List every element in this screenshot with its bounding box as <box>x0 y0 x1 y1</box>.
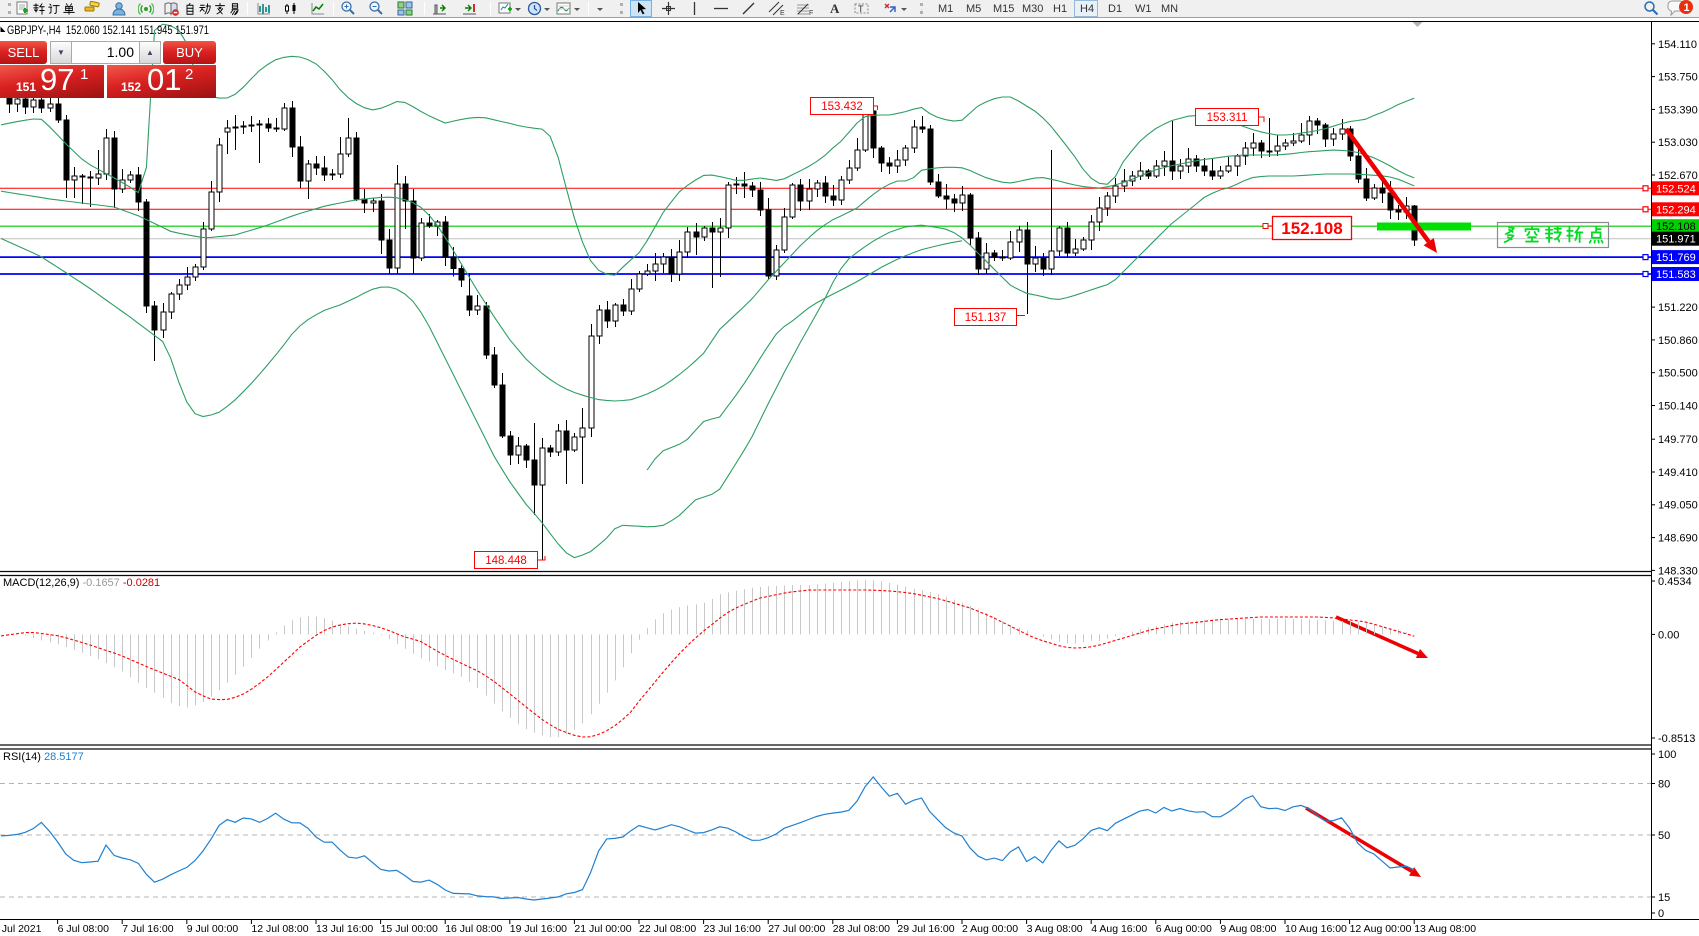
svg-text:149.050: 149.050 <box>1658 500 1698 512</box>
svg-text:7 Jul 16:00: 7 Jul 16:00 <box>122 923 174 935</box>
svg-text:80: 80 <box>1658 779 1670 791</box>
svg-text:149.770: 149.770 <box>1658 434 1698 446</box>
svg-text:E: E <box>780 10 785 16</box>
svg-text:152.524: 152.524 <box>1656 183 1696 195</box>
svg-text:152.108: 152.108 <box>1656 221 1696 233</box>
svg-text:150.860: 150.860 <box>1658 335 1698 347</box>
svg-text:12 Aug 00:00: 12 Aug 00:00 <box>1350 923 1412 935</box>
svg-text:151.769: 151.769 <box>1656 252 1696 264</box>
svg-text:153.311: 153.311 <box>1207 112 1248 124</box>
svg-text:13 Aug 08:00: 13 Aug 08:00 <box>1414 923 1476 935</box>
svg-text:21 Jul 00:00: 21 Jul 00:00 <box>574 923 631 935</box>
svg-text:13 Jul 16:00: 13 Jul 16:00 <box>316 923 373 935</box>
svg-text:152.108: 152.108 <box>1281 219 1342 238</box>
svg-text:6 Aug 00:00: 6 Aug 00:00 <box>1156 923 1212 935</box>
svg-text:153.750: 153.750 <box>1658 72 1698 84</box>
svg-text:0.4534: 0.4534 <box>1658 576 1692 588</box>
svg-text:153.390: 153.390 <box>1658 104 1698 116</box>
svg-text:6 Jul 08:00: 6 Jul 08:00 <box>58 923 110 935</box>
svg-text:100: 100 <box>1658 749 1676 761</box>
svg-text:28 Jul 08:00: 28 Jul 08:00 <box>833 923 890 935</box>
svg-text:27 Jul 00:00: 27 Jul 00:00 <box>768 923 825 935</box>
svg-text:16 Jul 08:00: 16 Jul 08:00 <box>445 923 502 935</box>
svg-text:152.670: 152.670 <box>1658 170 1698 182</box>
svg-text:153.030: 153.030 <box>1658 137 1698 149</box>
svg-text:151.220: 151.220 <box>1658 302 1698 314</box>
svg-text:151.583: 151.583 <box>1656 269 1696 281</box>
svg-text:150.140: 150.140 <box>1658 400 1698 412</box>
svg-text:148.330: 148.330 <box>1658 565 1698 577</box>
svg-text:0.00: 0.00 <box>1658 629 1679 641</box>
svg-text:15 Jul 00:00: 15 Jul 00:00 <box>381 923 438 935</box>
svg-text:GBPJPY-,H4 152.060 152.141 15: GBPJPY-,H4 152.060 152.141 151.945 151.9… <box>7 23 209 37</box>
svg-text:10 Aug 16:00: 10 Aug 16:00 <box>1285 923 1347 935</box>
svg-text:12 Jul 08:00: 12 Jul 08:00 <box>251 923 308 935</box>
svg-text:50: 50 <box>1658 830 1670 842</box>
svg-text:148.690: 148.690 <box>1658 533 1698 545</box>
svg-text:22 Jul 08:00: 22 Jul 08:00 <box>639 923 696 935</box>
svg-text:153.432: 153.432 <box>821 101 863 113</box>
svg-text:23 Jul 16:00: 23 Jul 16:00 <box>704 923 761 935</box>
svg-text:151.137: 151.137 <box>965 312 1007 324</box>
svg-text:0: 0 <box>1658 908 1664 920</box>
svg-text:152.294: 152.294 <box>1656 204 1696 216</box>
svg-text:3 Aug 08:00: 3 Aug 08:00 <box>1027 923 1083 935</box>
svg-text:RSI(14) 28.5177: RSI(14) 28.5177 <box>3 751 84 763</box>
svg-text:149.410: 149.410 <box>1658 467 1698 479</box>
svg-text:9 Jul 00:00: 9 Jul 00:00 <box>187 923 239 935</box>
svg-text:MACD(12,26,9) -0.1657 -0.0281: MACD(12,26,9) -0.1657 -0.0281 <box>3 577 160 589</box>
svg-text:15: 15 <box>1658 892 1670 904</box>
svg-text:148.448: 148.448 <box>485 555 527 567</box>
svg-text:-0.8513: -0.8513 <box>1658 733 1695 745</box>
svg-text:154.110: 154.110 <box>1658 39 1697 51</box>
svg-text:151.971: 151.971 <box>1656 234 1696 246</box>
svg-text:1: 1 <box>1684 2 1690 14</box>
svg-text:2 Aug 00:00: 2 Aug 00:00 <box>962 923 1018 935</box>
svg-text:5 Jul 2021: 5 Jul 2021 <box>0 923 42 935</box>
svg-text:19 Jul 16:00: 19 Jul 16:00 <box>510 923 567 935</box>
svg-text:4 Aug 16:00: 4 Aug 16:00 <box>1091 923 1147 935</box>
svg-text:150.500: 150.500 <box>1658 368 1698 380</box>
svg-text:F: F <box>809 10 813 16</box>
svg-text:9 Aug 08:00: 9 Aug 08:00 <box>1220 923 1276 935</box>
svg-text:T: T <box>858 4 864 14</box>
svg-text:29 Jul 16:00: 29 Jul 16:00 <box>897 923 954 935</box>
